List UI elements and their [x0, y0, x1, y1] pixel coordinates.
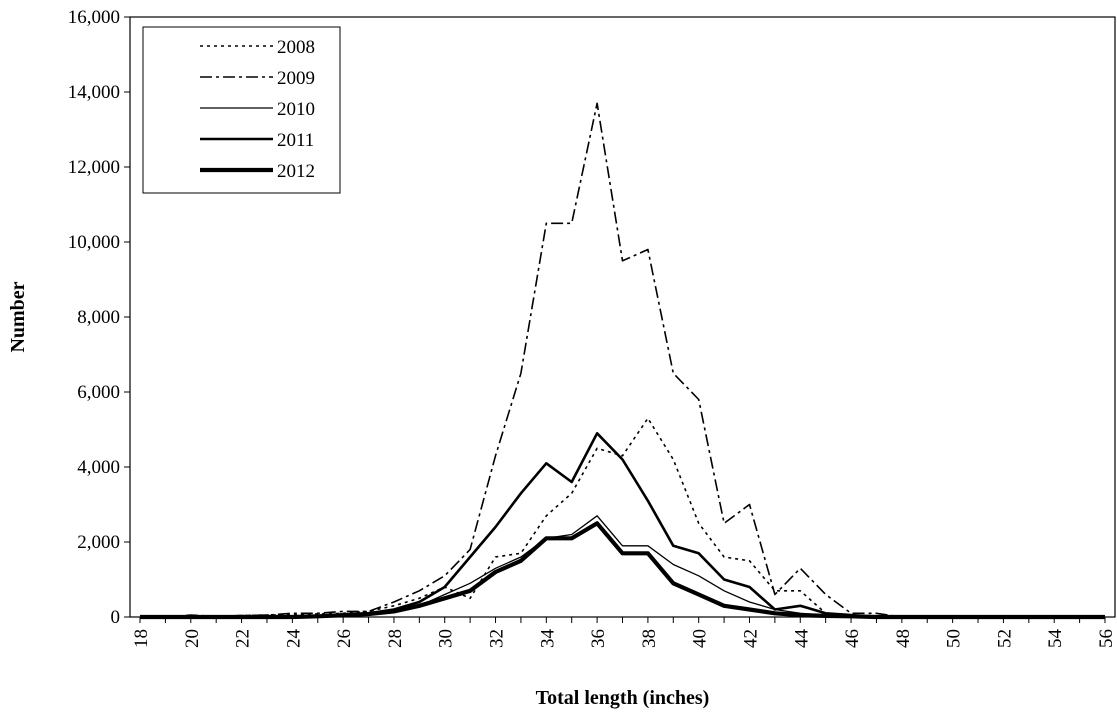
- legend-label-2009: 2009: [277, 68, 315, 89]
- x-tick-label: 40: [690, 629, 711, 648]
- x-tick-label: 42: [740, 629, 761, 648]
- series-lines: [140, 102, 1105, 620]
- series-line-2009: [140, 102, 1105, 618]
- y-axis-title: Number: [7, 281, 29, 352]
- legend: 2008 2009 2010 2011 2012: [142, 26, 341, 194]
- x-tick-label: 30: [436, 629, 457, 648]
- x-tick-label: 26: [334, 629, 355, 648]
- series-line-2010: [140, 515, 1105, 618]
- x-tick-label: 44: [791, 629, 812, 649]
- x-tick-label: 52: [994, 629, 1015, 648]
- legend-label-2008: 2008: [277, 37, 315, 58]
- x-tick-label: 34: [537, 629, 558, 649]
- x-tick-label: 46: [842, 629, 863, 648]
- x-tick-label: 54: [1045, 629, 1066, 649]
- x-tick-label: 38: [639, 629, 660, 648]
- x-tick-label: 56: [1096, 629, 1117, 648]
- y-tick-label: 10,000: [68, 232, 120, 253]
- y-tick-label: 6,000: [77, 382, 120, 403]
- series-line-2008: [140, 417, 1105, 618]
- series-line-2011: [140, 431, 1105, 619]
- x-tick-label: 18: [131, 629, 152, 648]
- y-tick-label: 14,000: [68, 82, 120, 103]
- y-tick-label: 0: [111, 607, 121, 628]
- x-axis-title: Total length (inches): [536, 687, 710, 709]
- y-tick-label: 4,000: [77, 457, 120, 478]
- series-line-2012: [140, 521, 1105, 620]
- x-tick-label: 28: [385, 629, 406, 648]
- legend-label-2011: 2011: [277, 130, 314, 151]
- y-tick-label: 12,000: [68, 157, 120, 178]
- x-tick-label: 22: [233, 629, 254, 648]
- x-tick-label: 24: [283, 629, 304, 649]
- legend-label-2012: 2012: [277, 161, 315, 182]
- x-tick-label: 48: [893, 629, 914, 648]
- y-tick-label: 2,000: [77, 532, 120, 553]
- x-tick-label: 20: [182, 629, 203, 648]
- y-tick-label: 16,000: [68, 7, 120, 28]
- legend-box: [142, 26, 341, 194]
- x-tick-label: 50: [944, 629, 965, 648]
- x-tick-label: 32: [487, 629, 508, 648]
- x-tick-label: 36: [588, 629, 609, 648]
- y-tick-label: 8,000: [77, 307, 120, 328]
- legend-label-2010: 2010: [277, 99, 315, 120]
- y-axis: 0 2,000 4,000 6,000 8,000 10,000 12,000 14,000 1…: [68, 7, 130, 628]
- x-axis: 18 20 22 24 26 28 30 32 34 36 38 40 42 44 46 48 50 52 54 56: [131, 617, 1117, 648]
